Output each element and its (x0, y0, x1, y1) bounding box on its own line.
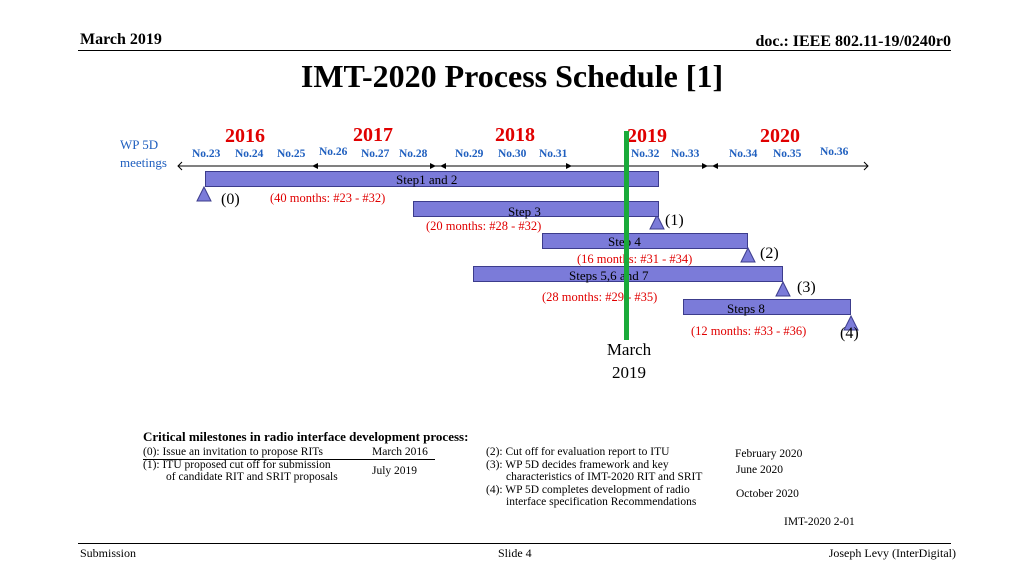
footer-slide-number: Slide 4 (498, 546, 532, 560)
page-title: IMT-2020 Process Schedule [1] (300, 58, 724, 94)
bar-step1-2 (205, 171, 659, 187)
milestone-2-text: (2): Cut off for evaluation report to IT… (486, 446, 670, 458)
milestone-3-text-line2: characteristics of IMT-2020 RIT and SRIT (506, 471, 703, 483)
bar-step4 (542, 233, 748, 249)
meeting-no36: No.36 (820, 146, 849, 158)
step3-label: Step 3 (508, 204, 541, 219)
milestone-0-date: March 2016 (372, 446, 428, 458)
milestone-4-text-line1: (4): WP 5D completes development of radi… (486, 484, 690, 496)
step4-duration: (16 months: #31 - #34) (577, 252, 693, 266)
year-2020: 2020 (760, 125, 800, 147)
milestone-2-tag: (2) (760, 245, 779, 262)
meeting-no26: No.26 (319, 146, 348, 158)
meeting-no31: No.31 (539, 148, 568, 160)
footer-author: Joseph Levy (InterDigital) (828, 546, 956, 560)
milestone-4-text-line2: interface specification Recommendations (506, 496, 697, 508)
milestone-1-text-line2: of candidate RIT and SRIT proposals (166, 471, 338, 483)
meeting-no34: No.34 (729, 148, 758, 160)
milestone-2-triangle (740, 246, 756, 263)
step1-2-label: Step1 and 2 (396, 172, 458, 187)
milestones-heading: Critical milestones in radio interface d… (143, 429, 469, 444)
steps5-7-duration: (28 months: #29 - #35) (542, 290, 658, 304)
meeting-no30: No.30 (498, 148, 527, 160)
header-rule (78, 50, 951, 51)
step3-duration: (20 months: #28 - #32) (426, 219, 542, 233)
current-date-month: March (606, 340, 652, 359)
milestone-3-triangle (775, 280, 791, 297)
year-2019: 2019 (627, 125, 667, 147)
milestone-4-tag: (4) (840, 325, 859, 342)
milestone-1-date: July 2019 (372, 465, 418, 477)
milestone-3-tag: (3) (797, 279, 816, 296)
step8-duration: (12 months: #33 - #36) (691, 324, 807, 338)
meeting-no27: No.27 (361, 148, 390, 160)
milestone-4-triangle (843, 314, 859, 331)
milestone-1-triangle (649, 213, 665, 230)
milestone-3-text-line1: (3): WP 5D decides framework and key (486, 459, 669, 471)
timeline-axis (177, 161, 869, 171)
meeting-no35: No.35 (773, 148, 802, 160)
milestone-3-date: June 2020 (736, 464, 783, 476)
header-date: March 2019 (80, 31, 162, 48)
bar-step8 (683, 299, 851, 315)
step8-label: Steps 8 (727, 301, 765, 316)
year-2017: 2017 (353, 124, 393, 146)
footer-rule (78, 543, 951, 544)
milestone-triangles (196, 185, 859, 331)
meeting-no28: No.28 (399, 148, 428, 160)
wp5d-label: WP 5D meetings (120, 136, 167, 172)
wp5d-label-line2: meetings (120, 155, 167, 170)
header-doc: doc.: IEEE 802.11-19/0240r0 (755, 33, 951, 50)
milestone-0-text: (0): Issue an invitation to propose RITs (143, 446, 323, 458)
meeting-no23: No.23 (192, 148, 221, 160)
milestone-0-tag: (0) (221, 191, 240, 208)
meeting-no29: No.29 (455, 148, 484, 160)
steps5-7-label: Steps 5,6 and 7 (569, 268, 649, 283)
milestone-0-triangle (196, 185, 212, 202)
milestone-divider (143, 459, 435, 460)
footer-left: Submission (80, 546, 137, 560)
meeting-no33: No.33 (671, 148, 700, 160)
meeting-no24: No.24 (235, 148, 264, 160)
year-2018: 2018 (495, 124, 535, 146)
current-date-label: March 2019 (600, 338, 658, 384)
current-date-line (624, 131, 629, 340)
milestone-1-text-line1: (1): ITU proposed cut off for submission (143, 459, 331, 471)
milestone-4-date: October 2020 (736, 488, 799, 500)
meeting-no25: No.25 (277, 148, 306, 160)
bar-step3 (413, 201, 659, 217)
reference-id: IMT-2020 2-01 (784, 516, 855, 528)
wp5d-label-line1: WP 5D (120, 137, 159, 152)
current-date-year: 2019 (612, 363, 646, 382)
year-2016: 2016 (225, 125, 265, 147)
step1-2-duration: (40 months: #23 - #32) (270, 191, 386, 205)
milestone-1-tag: (1) (665, 212, 684, 229)
meeting-no32: No.32 (631, 148, 660, 160)
milestone-2-date: February 2020 (735, 448, 803, 460)
